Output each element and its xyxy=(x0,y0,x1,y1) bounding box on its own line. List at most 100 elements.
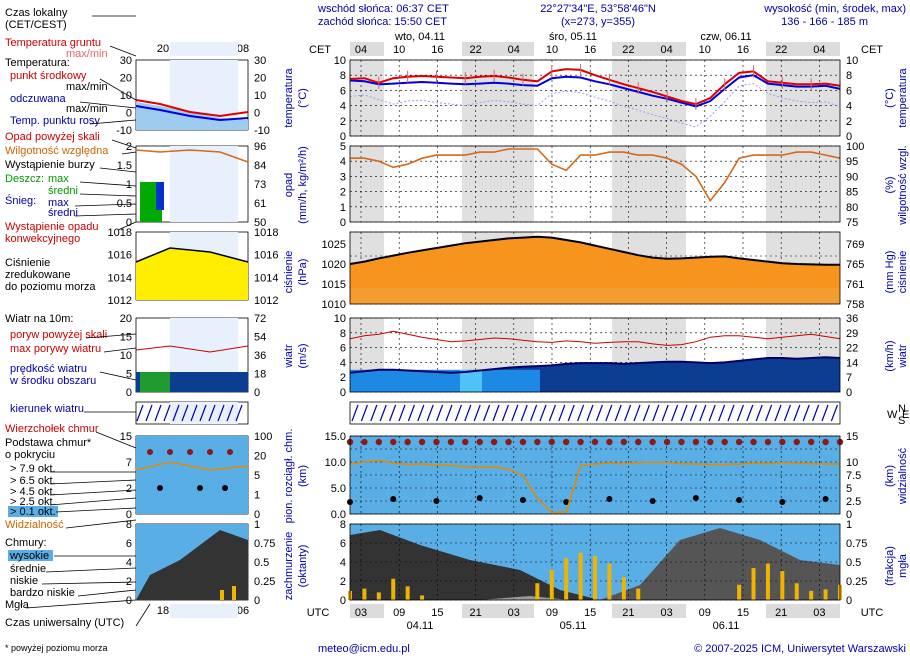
cloud-top-marker xyxy=(663,438,671,446)
legend-local-time: Czas lokalny xyxy=(5,7,68,19)
legend-pressure1: Ciśnienie xyxy=(5,257,50,269)
panel-border xyxy=(349,523,841,601)
temp-tick-right: 10 xyxy=(846,55,858,67)
press-tick-right: 765 xyxy=(846,259,864,271)
legend-snow: Śnieg: xyxy=(5,194,36,207)
cloud-tick: 10.0 xyxy=(325,457,346,469)
panel-border xyxy=(349,317,841,393)
legend-axis-tick: 15 xyxy=(120,332,132,344)
night-band xyxy=(612,146,686,222)
legend-axis-tick: 0 xyxy=(254,387,260,399)
elevation-values: 136 - 166 - 185 m xyxy=(781,16,868,28)
humidity-line xyxy=(350,148,841,203)
legend-snow-max: max xyxy=(48,197,69,209)
wind-dir-arrow xyxy=(642,404,650,422)
wind-tick: 6 xyxy=(340,343,346,355)
legend-bottom-hour: 18 xyxy=(157,605,169,617)
fog-axis-unit: (frakcja) xyxy=(884,546,896,586)
legend-axis-tick: 15 xyxy=(120,431,132,443)
fog-bar xyxy=(809,590,814,600)
legend-pressure-area xyxy=(136,248,248,300)
legend-temp-line xyxy=(135,99,249,118)
legend-leader-line xyxy=(79,193,137,197)
legend-axis-tick: 18 xyxy=(254,369,266,381)
cet-label-right: CET xyxy=(861,44,883,56)
cover-tick: 4 xyxy=(340,557,346,569)
fog-bar xyxy=(391,578,396,600)
sunset-text: zachód słońca: 15:50 CET xyxy=(318,16,447,28)
legend-axis-tick: 10 xyxy=(254,90,266,102)
press-tick-right: 769 xyxy=(846,239,864,251)
wind-dir-arrow xyxy=(765,404,773,422)
legend-axis-tick: 61 xyxy=(254,198,266,210)
cloud-base-marker xyxy=(519,497,526,503)
legend-rain-mean: średni xyxy=(48,185,78,197)
wind-dir-arrow xyxy=(793,404,801,422)
legend-pressure-line xyxy=(135,247,249,263)
cloud-top-marker xyxy=(606,438,613,446)
cloud-top-marker xyxy=(793,438,800,446)
legend-precip-above: Opad powyżej skali xyxy=(5,131,100,143)
dew-point-line xyxy=(349,74,841,108)
vis-tick: 15 xyxy=(846,431,858,443)
cover-mid xyxy=(600,528,840,600)
cover-tick: 6 xyxy=(340,538,346,550)
cloud-top-marker xyxy=(476,438,483,446)
cloud-top-marker xyxy=(490,438,498,446)
bottom-hour-label: 21 xyxy=(469,607,481,619)
press-tick: 1010 xyxy=(322,299,346,311)
bottom-hour-label: 09 xyxy=(393,607,405,619)
legend-cloud-base-dot xyxy=(157,485,163,491)
cloud-top-marker xyxy=(750,438,757,446)
legend-max-gust: max porywy wiatru xyxy=(10,343,101,355)
legend-axis-tick: 36 xyxy=(254,350,266,362)
fog-bar xyxy=(376,592,381,600)
wind-dir-arrow xyxy=(548,404,556,422)
legend-axis-tick: 20 xyxy=(120,313,132,325)
legend-max-min: max/min xyxy=(66,81,108,93)
wind-dir-arrow xyxy=(821,404,829,422)
legend-panel-day xyxy=(170,402,238,424)
cloud-base-marker xyxy=(390,496,397,502)
legend-axis-tick: 0 xyxy=(254,595,260,607)
press-tick: 1015 xyxy=(322,279,346,291)
legend-soil-sub: max/min xyxy=(66,48,108,60)
precip-tick: 5 xyxy=(340,141,346,153)
cloud-top-marker xyxy=(562,438,570,446)
wind-dir-arrow xyxy=(520,404,528,422)
wind-dir-arrow xyxy=(689,404,697,422)
precip-axis-title: opad xyxy=(283,173,295,197)
cover-tick: 0 xyxy=(340,595,346,607)
fog-bar xyxy=(621,577,626,600)
temp-tick-right: 0 xyxy=(846,131,852,143)
cloud-top-marker xyxy=(591,438,599,446)
humid-axis-unit: (%) xyxy=(884,176,896,193)
utc-label-right: UTC xyxy=(861,607,884,619)
cloud-top-marker xyxy=(577,438,584,446)
top-hour-label: 22 xyxy=(622,44,634,56)
utc-label-left: UTC xyxy=(307,607,330,619)
bottom-hour-label: 21 xyxy=(622,607,634,619)
legend-okt65: > 6.5 okt. xyxy=(10,475,56,487)
wind-axis-title-right: wiatr xyxy=(897,344,909,369)
legend-axis-tick: 20 xyxy=(120,73,132,85)
legend-cloud-top-dot xyxy=(207,449,213,455)
pressure-line xyxy=(349,235,840,266)
legend-leader-line xyxy=(85,333,137,339)
legend-axis-tick: 0 xyxy=(254,509,260,521)
legend-bottom-day xyxy=(170,604,238,618)
grid-text: (x=273, y=355) xyxy=(561,16,635,28)
legend-conv-precip: Wystąpienie opadu xyxy=(5,221,98,233)
legend-axis-tick: 1 xyxy=(254,490,260,502)
cloud-axis-title: pion. rozciągł. chm. xyxy=(283,429,295,524)
temp-axis-unit: (°C) xyxy=(297,88,309,108)
legend-leader-line xyxy=(55,507,137,513)
wind-dir-arrow xyxy=(614,404,622,422)
legend-axis-tick: 2 xyxy=(126,483,132,495)
fog-bar xyxy=(794,583,799,600)
legend-axis-tick: 30 xyxy=(120,55,132,67)
legend-wind-arrow xyxy=(217,404,225,422)
wind-axis-title: wiatr xyxy=(283,344,295,369)
footer-email[interactable]: meteo@icm.edu.pl xyxy=(318,643,410,655)
time-band-night xyxy=(766,42,840,56)
